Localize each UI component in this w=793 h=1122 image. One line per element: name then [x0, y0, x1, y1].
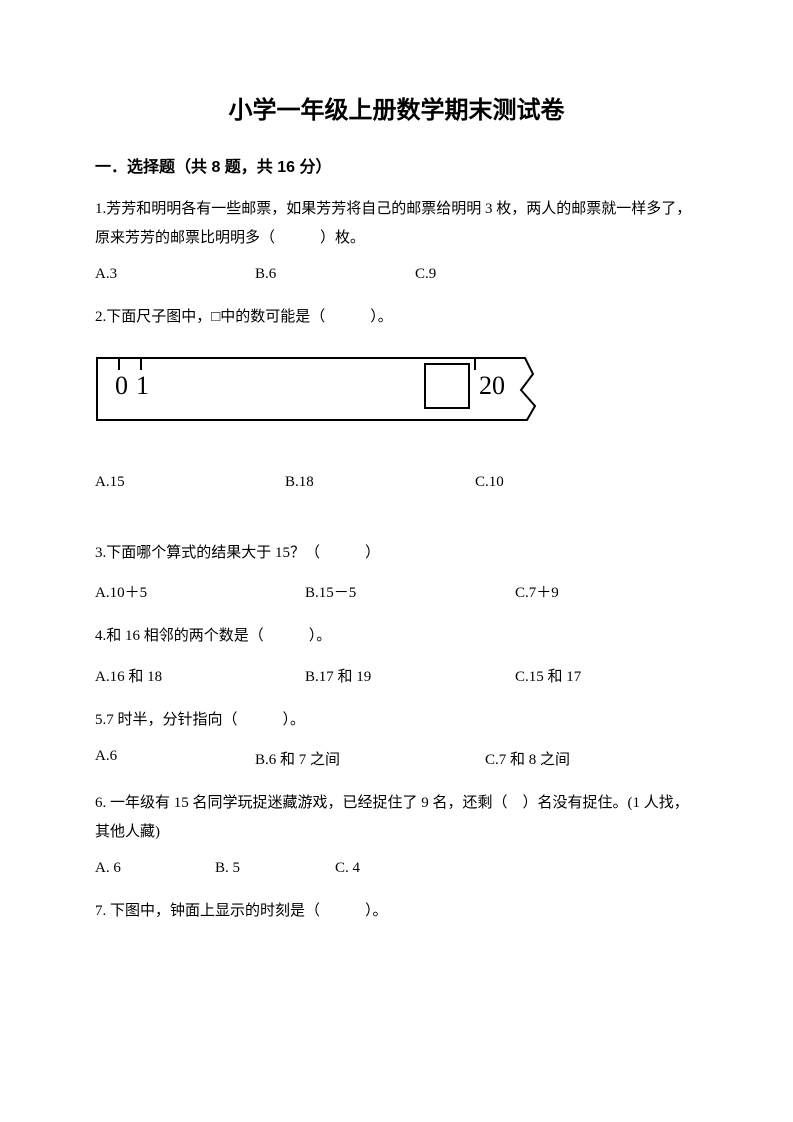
q2-option-b: B.18: [285, 474, 475, 491]
q3-option-a: A.10＋5: [95, 581, 305, 602]
q3-option-b: B.15－5: [305, 581, 515, 602]
question-4-text: 4.和 16 相邻的两个数是（ ）。: [95, 622, 698, 651]
question-2-options: A.15 B.18 C.10: [95, 474, 698, 491]
question-5-options: A.6 B.6 和 7 之间 C.7 和 8 之间: [95, 748, 698, 769]
q1-option-a: A.3: [95, 266, 255, 283]
q5-option-a: A.6: [95, 748, 255, 769]
question-6-text: 6. 一年级有 15 名同学玩捉迷藏游戏，已经捉住了 9 名，还剩（ ）名没有捉…: [95, 789, 698, 846]
q2-option-a: A.15: [95, 474, 285, 491]
q6-option-c: C. 4: [335, 860, 360, 877]
ruler-label-0: 0: [115, 371, 128, 400]
blank-box-icon: [425, 364, 469, 408]
page: 小学一年级上册数学期末测试卷 一．选择题（共 8 题，共 16 分） 1.芳芳和…: [0, 0, 793, 926]
q4-option-c: C.15 和 17: [515, 665, 581, 686]
spacer: [95, 511, 698, 539]
ruler-svg: 0 1 20: [95, 346, 545, 422]
page-title: 小学一年级上册数学期末测试卷: [95, 90, 698, 125]
q1-option-b: B.6: [255, 266, 415, 283]
spacer: [95, 446, 698, 474]
question-2-text: 2.下面尺子图中，□中的数可能是（ ）。: [95, 303, 698, 332]
section-header: 一．选择题（共 8 题，共 16 分）: [95, 153, 698, 177]
q6-option-b: B. 5: [215, 860, 335, 877]
ruler-label-20: 20: [479, 371, 505, 400]
q3-option-c: C.7＋9: [515, 581, 559, 602]
question-3-text: 3.下面哪个算式的结果大于 15？（ ）: [95, 539, 698, 568]
question-5-text: 5.7 时半，分针指向（ ）。: [95, 706, 698, 735]
q4-option-a: A.16 和 18: [95, 665, 305, 686]
q2-option-c: C.10: [475, 474, 504, 491]
question-6-options: A. 6 B. 5 C. 4: [95, 860, 698, 877]
question-7-text: 7. 下图中，钟面上显示的时刻是（ ）。: [95, 897, 698, 926]
question-1-options: A.3 B.6 C.9: [95, 266, 698, 283]
question-3-options: A.10＋5 B.15－5 C.7＋9: [95, 581, 698, 602]
ruler-figure: 0 1 20: [95, 346, 698, 422]
q5-option-b: B.6 和 7 之间: [255, 748, 485, 769]
q5-option-c: C.7 和 8 之间: [485, 748, 570, 769]
question-4-options: A.16 和 18 B.17 和 19 C.15 和 17: [95, 665, 698, 686]
q1-option-c: C.9: [415, 266, 436, 283]
ruler-label-1: 1: [136, 371, 149, 400]
question-1-text: 1.芳芳和明明各有一些邮票，如果芳芳将自己的邮票给明明 3 枚，两人的邮票就一样…: [95, 195, 698, 252]
q6-option-a: A. 6: [95, 860, 215, 877]
q4-option-b: B.17 和 19: [305, 665, 515, 686]
